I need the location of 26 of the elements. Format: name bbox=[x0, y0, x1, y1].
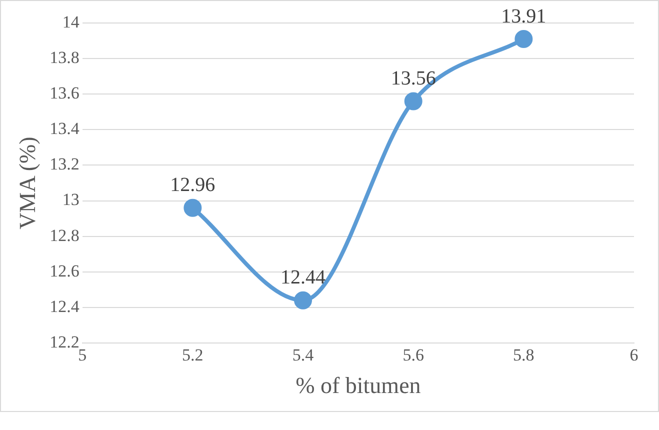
data-label: 13.56 bbox=[390, 67, 436, 90]
x-tick-label: 5.8 bbox=[513, 346, 534, 365]
x-tick-label: 5 bbox=[78, 346, 87, 365]
y-tick-label: 13 bbox=[62, 190, 80, 210]
y-tick-label: 13.2 bbox=[50, 154, 80, 174]
y-axis-title: VMA (%) bbox=[14, 136, 40, 230]
x-axis-title: % of bitumen bbox=[296, 373, 422, 398]
x-tick-label: 5.6 bbox=[402, 346, 424, 365]
y-tick-label: 12.2 bbox=[50, 332, 80, 352]
x-tick-label: 5.4 bbox=[292, 346, 314, 365]
y-tick-label: 12.6 bbox=[50, 261, 80, 280]
point bbox=[404, 92, 422, 110]
y-tick-label: 13.8 bbox=[50, 48, 80, 68]
y-tick-label: 14 bbox=[62, 12, 80, 32]
x-tick-label: 6 bbox=[630, 346, 638, 365]
point bbox=[514, 30, 533, 48]
data-label: 12.44 bbox=[280, 266, 326, 289]
y-tick-label: 13.4 bbox=[50, 119, 80, 138]
y-tick-label: 12.8 bbox=[50, 226, 80, 245]
point bbox=[294, 291, 312, 310]
data-label: 13.91 bbox=[501, 5, 546, 28]
data-label: 12.96 bbox=[170, 174, 216, 196]
y-tick-label: 13.6 bbox=[50, 84, 80, 103]
y-tick-label: 12.4 bbox=[50, 296, 80, 316]
point bbox=[184, 198, 202, 217]
x-tick-label: 5.2 bbox=[182, 346, 204, 365]
